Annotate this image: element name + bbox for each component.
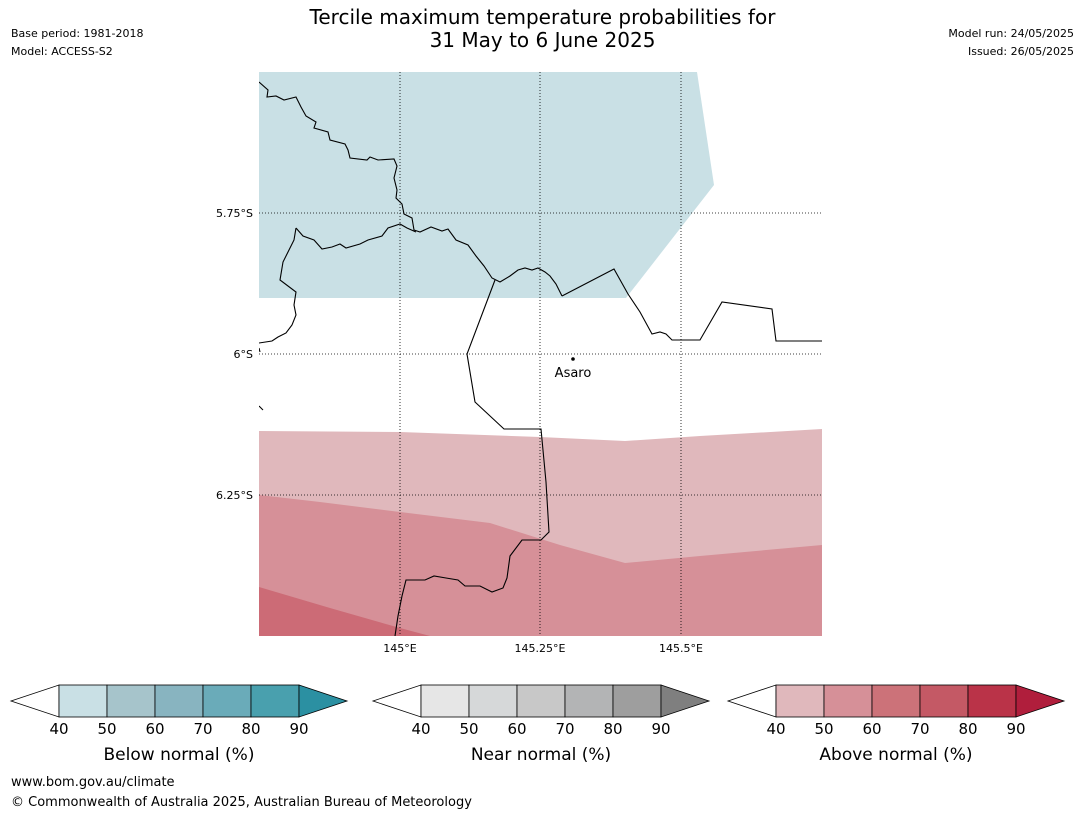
colorbar-near-normal-segment [516, 684, 566, 718]
colorbar-tick-label: 40 [766, 720, 785, 738]
footer-copyright: © Commonwealth of Australia 2025, Austra… [11, 795, 472, 810]
colorbar-above-normal: 40 50 60 70 80 90 Above normal (%) [726, 684, 1066, 765]
colorbar-near-normal-title: Near normal (%) [471, 745, 611, 765]
model-run-text: Model run: 24/05/2025 [948, 27, 1074, 40]
above-normal-60-region [259, 587, 430, 636]
model-text: Model: ACCESS-S2 [11, 45, 113, 58]
colorbar-above-normal-segment [967, 684, 1017, 718]
colorbar-near-normal-segment [612, 684, 662, 718]
province-boundaries [259, 81, 822, 636]
colorbar-tick-label: 60 [507, 720, 526, 738]
header-right: Model run: 24/05/2025 Issued: 26/05/2025 [948, 25, 1074, 61]
colorbar-tick-label: 90 [289, 720, 308, 738]
colorbar-below-normal-segment [106, 684, 156, 718]
title-line-2: 31 May to 6 June 2025 [429, 28, 656, 52]
colorbar-tick-label: 60 [145, 720, 164, 738]
header-left: Base period: 1981-2018 Model: ACCESS-S2 [11, 25, 143, 61]
asaro-label: Asaro [555, 366, 592, 381]
asaro-marker [571, 357, 575, 361]
gridlines [259, 72, 822, 636]
map-title: Tercile maximum temperature probabilitie… [0, 6, 1085, 52]
colorbar-below-normal-segment [154, 684, 204, 718]
colorbar-below-normal-segment [202, 684, 252, 718]
colorbar-tick-label: 40 [49, 720, 68, 738]
colorbar-below-normal-under-triangle [9, 684, 60, 718]
colorbar-above-normal-segment [919, 684, 969, 718]
colorbar-above-normal-over-triangle [1015, 684, 1066, 718]
colorbar-tick-label: 70 [555, 720, 574, 738]
colorbar-tick-label: 70 [910, 720, 929, 738]
colorbar-above-normal-title: Above normal (%) [819, 745, 972, 765]
colorbar-tick-label: 50 [97, 720, 116, 738]
colorbar-tick-label: 50 [814, 720, 833, 738]
colorbar-below-normal-title: Below normal (%) [104, 745, 255, 765]
base-period-text: Base period: 1981-2018 [11, 27, 144, 40]
colorbar-near-normal-segment [564, 684, 614, 718]
colorbar-tick-label: 90 [1006, 720, 1025, 738]
colorbar-below-normal-over-triangle [298, 684, 349, 718]
lon-label-145-25: 145.25°E [515, 642, 566, 655]
lat-label-6-25: 6.25°S [216, 489, 253, 502]
colorbars: 40 50 60 70 80 90 Below normal (%) 40 50 60 70 80 9… [9, 684, 1066, 765]
lon-label-145: 145°E [383, 642, 416, 655]
colorbar-near-normal-under-triangle [371, 684, 422, 718]
lat-label-6: 6°S [234, 348, 253, 361]
colorbar-above-normal-segment [775, 684, 825, 718]
colorbar-tick-label: 60 [862, 720, 881, 738]
colorbar-tick-label: 40 [411, 720, 430, 738]
issued-text: Issued: 26/05/2025 [967, 45, 1074, 58]
footer-url: www.bom.gov.au/climate [11, 775, 175, 790]
colorbar-below-normal-segment [58, 684, 108, 718]
colorbar-tick-label: 80 [958, 720, 977, 738]
colorbar-above-normal-segment [823, 684, 873, 718]
footer: www.bom.gov.au/climate © Commonwealth of… [11, 773, 472, 813]
colorbar-near-normal-segment [468, 684, 518, 718]
colorbar-below-normal: 40 50 60 70 80 90 Below normal (%) [9, 684, 349, 765]
below-normal-region [259, 72, 714, 298]
colorbar-near-normal-segment [420, 684, 470, 718]
title-line-1: Tercile maximum temperature probabilitie… [309, 5, 776, 29]
colorbar-near-normal-over-triangle [660, 684, 711, 718]
colorbar-near-normal: 40 50 60 70 80 90 Near normal (%) [371, 684, 711, 765]
colorbar-tick-label: 80 [241, 720, 260, 738]
colorbar-above-normal-segment [871, 684, 921, 718]
colorbar-tick-label: 50 [459, 720, 478, 738]
lat-label-5-75: 5.75°S [216, 207, 253, 220]
colorbar-tick-label: 90 [651, 720, 670, 738]
lon-label-145-5: 145.5°E [659, 642, 703, 655]
colorbar-tick-label: 80 [603, 720, 622, 738]
colorbar-tick-label: 70 [193, 720, 212, 738]
colorbar-below-normal-segment [250, 684, 300, 718]
colorbar-above-normal-under-triangle [726, 684, 777, 718]
